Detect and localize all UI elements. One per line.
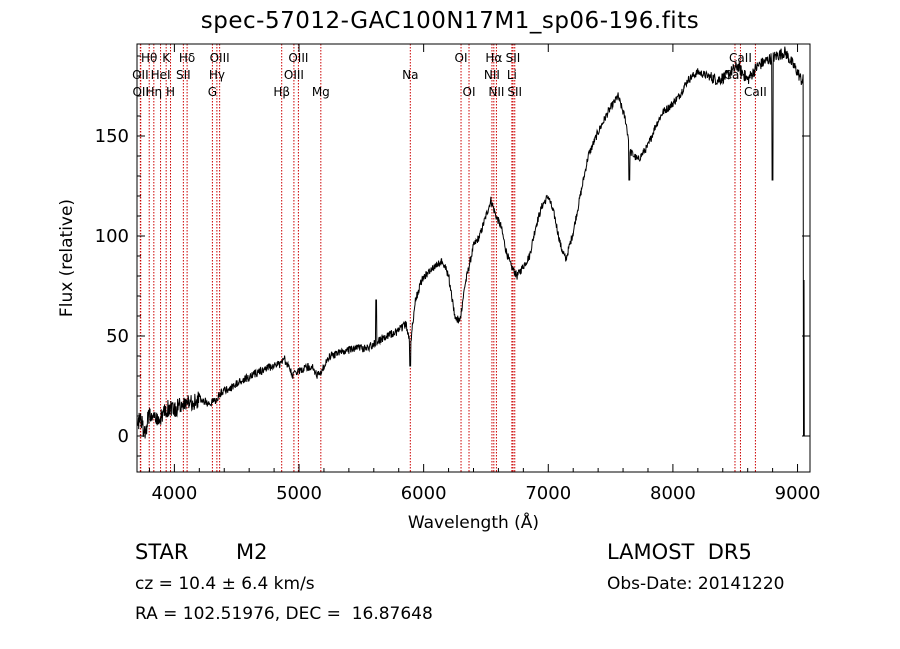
x-tick-label-3: 7000 <box>525 483 571 504</box>
line-label-20: SII <box>506 51 521 65</box>
line-label-4: HeI <box>151 68 171 82</box>
line-label-16: Na <box>402 68 418 82</box>
x-tick-label-2: 6000 <box>401 483 447 504</box>
line-label-27: CaII <box>744 85 767 99</box>
chart-title: spec-57012-GAC100N17M1_sp06-196.fits <box>200 8 700 34</box>
line-label-2: Hδ <box>179 51 195 65</box>
class-label: STAR <box>135 540 189 564</box>
line-label-7: Hγ <box>209 68 225 82</box>
line-label-19: Hα <box>485 51 502 65</box>
line-label-5: SII <box>176 68 191 82</box>
line-label-23: NII <box>488 85 504 99</box>
line-label-18: OI <box>463 85 476 99</box>
line-label-12: OIII <box>288 51 308 65</box>
line-label-3: OII <box>132 68 149 82</box>
survey-label: LAMOST DR5 <box>607 540 752 564</box>
cz-value: cz = 10.4 ± 6.4 km/s <box>135 574 315 594</box>
ra-dec: RA = 102.51976, DEC = 16.87648 <box>135 604 433 624</box>
line-label-1: K <box>162 51 171 65</box>
line-label-24: SII <box>507 85 522 99</box>
y-axis-ticks: 0 50 100 150 <box>95 55 810 457</box>
line-label-13: OIII <box>284 68 304 82</box>
line-label-21: NII <box>484 68 500 82</box>
obs-date: Obs-Date: 20141220 <box>607 574 785 594</box>
spectrum-line <box>137 46 805 439</box>
x-tick-label-1: 5000 <box>276 483 322 504</box>
y-tick-label-3: 150 <box>95 126 129 147</box>
line-label-8: G <box>208 85 217 99</box>
line-label-14: Hβ <box>273 85 290 99</box>
line-label-0: Hθ <box>141 51 157 65</box>
line-label-15: Mg <box>312 85 330 99</box>
y-tick-label-0: 0 <box>118 426 129 447</box>
line-label-17: OI <box>455 51 468 65</box>
line-label-25: CaII <box>729 51 752 65</box>
line-markers <box>139 44 756 472</box>
x-axis-ticks: 4000 5000 6000 7000 8000 9000 <box>148 44 821 504</box>
plot-frame <box>136 43 811 473</box>
subclass-label: M2 <box>236 540 268 564</box>
x-tick-label-4: 8000 <box>650 483 696 504</box>
y-tick-label-1: 50 <box>106 326 129 347</box>
line-label-11: H <box>166 85 175 99</box>
y-tick-label-2: 100 <box>95 226 129 247</box>
x-tick-label-0: 4000 <box>151 483 197 504</box>
line-label-6: OIII <box>210 51 230 65</box>
x-tick-label-5: 9000 <box>775 483 821 504</box>
y-axis-label: Flux (relative) <box>57 199 77 317</box>
line-label-22: Li <box>507 68 517 82</box>
x-axis-label: Wavelength (Å) <box>408 511 539 533</box>
line-label-10: Hη <box>146 85 163 99</box>
